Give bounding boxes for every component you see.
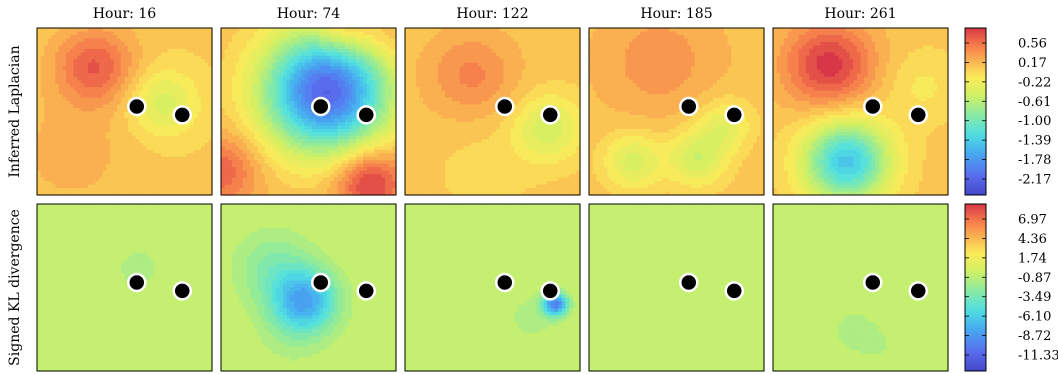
location-marker (726, 106, 743, 123)
heatmap-panel (405, 28, 581, 196)
location-marker (312, 98, 329, 115)
colorbar-gradient (965, 204, 986, 371)
location-marker (496, 274, 513, 291)
colorbar-tick-label: 0.17 (1018, 56, 1047, 71)
colorbar-gradient (965, 28, 986, 195)
colorbar-tick-label: -1.78 (1018, 153, 1051, 168)
location-marker (910, 106, 927, 123)
location-marker (864, 98, 881, 115)
heatmap-panel (221, 28, 397, 196)
column-title: Hour: 16 (93, 6, 156, 22)
location-marker (542, 282, 559, 299)
colorbar-tick-label: -0.61 (1018, 95, 1051, 110)
heatmap-panel (405, 204, 581, 372)
location-marker (174, 106, 191, 123)
column-titles: Hour: 16 Hour: 74 Hour: 122 Hour: 185 Hour: … (93, 6, 897, 22)
location-marker (726, 282, 743, 299)
colorbar-tick-label: 0.56 (1018, 37, 1047, 52)
column-title: Hour: 122 (456, 6, 528, 22)
column-title: Hour: 261 (824, 6, 896, 22)
colorbar-tick-label: 6.97 (1018, 213, 1047, 228)
heatmap-panel (773, 204, 949, 372)
heatmap-panel (773, 28, 949, 196)
location-marker (910, 282, 927, 299)
colorbar-tick-label: -3.49 (1018, 290, 1051, 305)
heatmap-panel (221, 204, 397, 372)
row-label: Signed KL divergence (7, 209, 23, 366)
heatmap-panel (37, 204, 213, 372)
colorbar-tick-label: -0.87 (1018, 271, 1051, 286)
colorbar: 6.97 4.36 1.74 -0.87 -3.49 -6.10 -8.72 -11.33 (965, 204, 1058, 371)
location-marker (864, 274, 881, 291)
colorbar: 0.56 0.17 -0.22 -0.61 -1.00 -1.39 -1.78 -2.17 (965, 28, 1051, 195)
colorbar-tick-label: 4.36 (1018, 232, 1047, 247)
heatmap-panel (37, 28, 213, 196)
location-marker (680, 98, 697, 115)
location-marker (312, 274, 329, 291)
location-marker (128, 98, 145, 115)
heatmap-panel (589, 28, 765, 196)
row-label: Inferred Laplacian (7, 45, 23, 177)
colorbar-tick-label: -2.17 (1018, 173, 1051, 188)
column-title: Hour: 185 (640, 6, 712, 22)
colorbar-tick-label: -11.33 (1018, 349, 1058, 364)
colorbar-tick-label: -0.22 (1018, 75, 1051, 90)
heatmap-panel (589, 204, 765, 372)
location-marker (174, 282, 191, 299)
location-marker (680, 274, 697, 291)
colorbar-tick-label: 1.74 (1018, 251, 1047, 266)
colorbars: 0.56 0.17 -0.22 -0.61 -1.00 -1.39 -1.78 -2.17 6.… (965, 28, 1058, 371)
column-title: Hour: 74 (277, 6, 340, 22)
colorbar-tick-label: -6.10 (1018, 310, 1051, 325)
location-marker (128, 274, 145, 291)
location-marker (358, 106, 375, 123)
colorbar-tick-label: -1.00 (1018, 114, 1051, 129)
location-marker (358, 282, 375, 299)
row-labels: Inferred Laplacian Signed KL divergence (7, 45, 23, 365)
location-marker (496, 98, 513, 115)
heatmap-panels (37, 28, 949, 372)
colorbar-tick-label: -8.72 (1018, 329, 1051, 344)
colorbar-tick-label: -1.39 (1018, 134, 1051, 149)
location-marker (542, 106, 559, 123)
